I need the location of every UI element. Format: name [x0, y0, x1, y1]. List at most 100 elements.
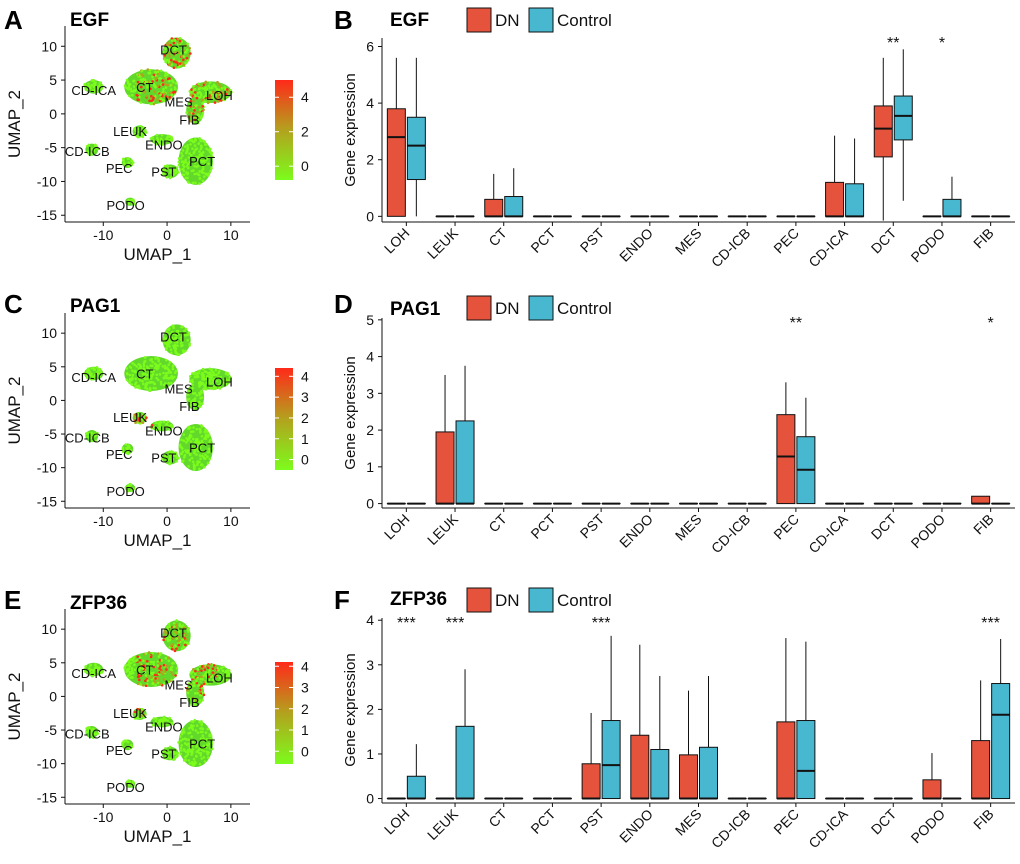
umap-point: [164, 425, 167, 428]
panel-letter: A: [4, 5, 23, 35]
umap-point: [156, 681, 160, 685]
umap-point: [216, 80, 219, 84]
umap-point: [141, 135, 145, 139]
umap-point: [187, 388, 191, 391]
umap-point: [182, 730, 186, 733]
umap-point: [216, 673, 219, 677]
umap-point: [164, 47, 167, 51]
umap-point: [200, 169, 204, 172]
umap-point: [169, 83, 173, 87]
umap-point: [196, 731, 200, 734]
umap-point: [181, 450, 185, 453]
umap-point: [168, 716, 171, 720]
umap-point: [160, 138, 163, 142]
umap-point: [141, 379, 144, 383]
umap-point: [195, 405, 199, 409]
umap-point: [170, 138, 174, 141]
umap-point: [179, 752, 183, 756]
umap-point: [143, 356, 147, 359]
umap-point: [131, 783, 135, 787]
umap-point: [177, 639, 181, 643]
umap-point: [214, 386, 218, 390]
box-dn: [484, 198, 504, 217]
umap-point: [149, 81, 153, 85]
umap-point: [194, 761, 197, 765]
umap-point: [190, 93, 193, 96]
umap-point: [136, 130, 140, 134]
umap-point: [83, 667, 86, 671]
umap-point: [210, 85, 214, 88]
umap-point: [143, 372, 147, 376]
umap-point: [200, 675, 203, 679]
umap-point: [208, 378, 212, 382]
umap-point: [154, 680, 157, 684]
umap-point: [174, 87, 177, 91]
y-tick-label: 4: [366, 95, 374, 111]
umap-point: [170, 668, 173, 672]
umap-point: [138, 376, 141, 380]
x-tick-label: CD-ICA: [805, 510, 851, 556]
umap-point: [130, 383, 134, 386]
legend-swatch-dn: [466, 7, 492, 33]
umap-point: [83, 372, 86, 375]
umap-point: [157, 655, 161, 658]
umap-point: [182, 633, 185, 637]
umap-point: [190, 738, 193, 742]
x-axis-label: UMAP_1: [123, 531, 191, 550]
umap-point: [93, 432, 97, 436]
umap-point: [176, 754, 179, 757]
umap-point: [134, 415, 137, 418]
umap-point: [134, 369, 137, 373]
umap-point: [156, 664, 160, 667]
y-tick-label: 10: [41, 38, 57, 54]
umap-point: [206, 756, 210, 759]
umap-point: [187, 759, 191, 762]
panel-d-header: D PAG1: [334, 289, 441, 320]
cluster-label: PST: [151, 451, 176, 466]
umap-point: [189, 430, 193, 434]
umap-point: [218, 676, 222, 680]
umap-point: [227, 378, 231, 382]
umap-point: [166, 331, 169, 334]
umap-point: [200, 439, 204, 443]
umap-point: [201, 179, 205, 183]
umap-point: [152, 426, 156, 429]
umap-point: [223, 87, 227, 91]
y-tick-label: 5: [49, 655, 57, 671]
umap-point: [188, 762, 192, 765]
umap-point: [172, 57, 176, 61]
umap-point: [183, 758, 187, 762]
umap-point: [184, 327, 188, 331]
umap-point: [157, 357, 160, 361]
umap-point: [167, 659, 171, 663]
umap-point: [94, 666, 97, 670]
umap-point: [134, 381, 138, 384]
umap-point: [177, 60, 181, 63]
umap-point: [190, 724, 193, 727]
umap-point: [170, 670, 173, 674]
umap-point: [148, 671, 151, 674]
x-tick-label: DCT: [868, 510, 900, 542]
umap-point: [196, 749, 199, 753]
x-tick-label: CT: [485, 224, 510, 249]
umap-point: [164, 382, 167, 385]
cluster-label: FIB: [179, 399, 199, 414]
umap-point: [202, 139, 205, 143]
significance-marker: **: [887, 35, 899, 52]
boxplot-zfp36: 0 1 2 3 4 Gene expression LOH LEUK CT PCT PST ENDO M…: [342, 587, 1015, 851]
umap-point: [210, 741, 214, 745]
umap-point: [192, 105, 196, 109]
umap-point: [226, 674, 229, 677]
box-dn: [386, 108, 406, 217]
y-tick-label: 0: [366, 496, 374, 512]
umap-point: [204, 94, 208, 97]
umap-point: [191, 697, 195, 700]
colorbar-tick-label: 3: [301, 680, 309, 696]
umap-point: [194, 181, 197, 185]
umap-point: [150, 370, 154, 373]
umap-point: [198, 170, 201, 173]
legend-swatch-control: [528, 7, 554, 33]
cluster-label: PODO: [106, 780, 144, 795]
umap-point: [125, 372, 129, 375]
umap-point: [208, 371, 212, 374]
